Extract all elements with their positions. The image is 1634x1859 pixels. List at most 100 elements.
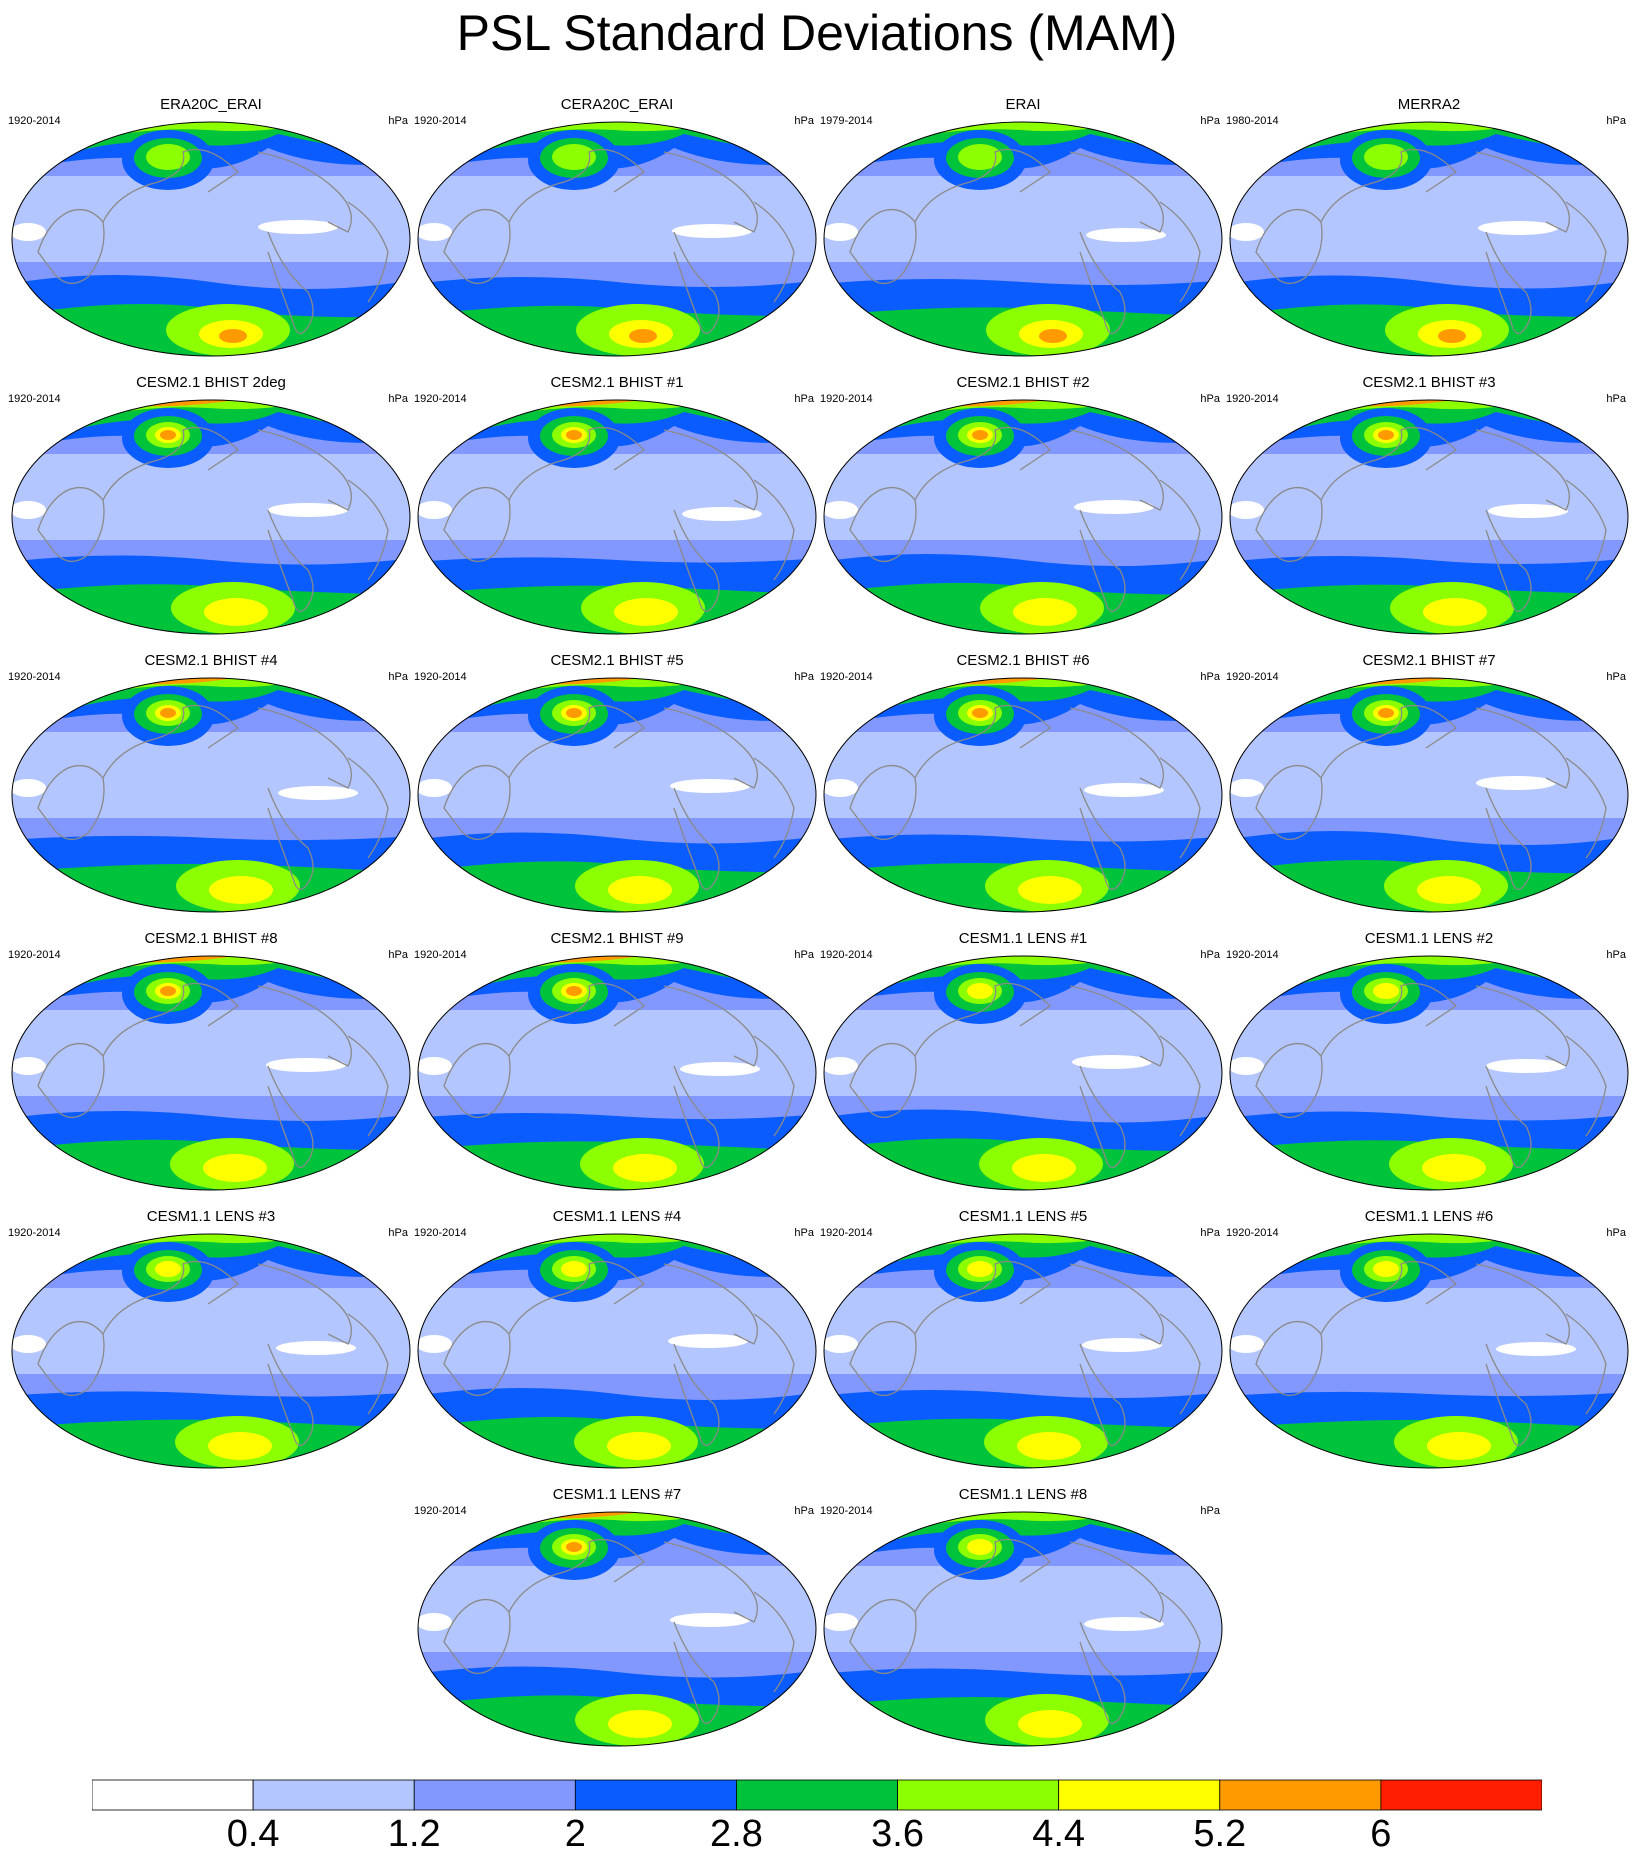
contour-fill [12, 678, 410, 912]
psl-map [11, 399, 411, 635]
contour-fill [1230, 678, 1628, 912]
coastline [102, 1260, 240, 1335]
panel-years: 1979-2014 [820, 115, 873, 127]
panel-units: hPa [1606, 671, 1626, 683]
panel-title: CESM2.1 BHIST #9 [550, 930, 684, 947]
contour-band [972, 708, 988, 718]
colorbar-tick-label: 5.2 [1193, 1813, 1247, 1855]
coastline [267, 509, 314, 612]
panel-years: 1920-2014 [8, 671, 61, 683]
contour-band [1018, 1710, 1082, 1738]
contour-band [418, 223, 452, 241]
coastline [663, 429, 758, 511]
colorbar-tick-label: 6 [1370, 1813, 1392, 1855]
contour-fill [1230, 400, 1628, 634]
panel-title: CESM1.1 LENS #1 [958, 930, 1088, 947]
panel-title: CESM2.1 BHIST #4 [144, 652, 278, 669]
contour-band [607, 1432, 671, 1460]
contour-band [1296, 956, 1526, 976]
coastline [1069, 429, 1164, 511]
contour-band [1378, 708, 1394, 718]
coastline [37, 486, 105, 562]
contour-band [1296, 678, 1526, 698]
contour-fill [418, 400, 816, 634]
coastline [257, 985, 352, 1067]
colorbar-tick-label: 4.4 [1032, 1813, 1086, 1855]
contour-band [484, 1234, 714, 1254]
contour-band [670, 779, 750, 793]
coastline [914, 426, 1052, 501]
coastline [443, 1598, 511, 1674]
contour-band [614, 598, 678, 626]
contour-band [1496, 1342, 1576, 1356]
contour-band [484, 122, 714, 142]
contour-band [1378, 430, 1394, 440]
map-panel: CESM2.1 BHIST #6 1920-2014 hPa [820, 652, 1226, 922]
panel-years: 1920-2014 [820, 949, 873, 961]
coastline [673, 509, 720, 612]
coastline [753, 479, 795, 581]
map-border [823, 955, 1223, 1191]
contour-band [824, 779, 858, 797]
map-panel: CESM2.1 BHIST 2deg 1920-2014 hPa [8, 374, 414, 644]
map-border [823, 1511, 1223, 1747]
coastline [443, 1320, 511, 1396]
colorbar-swatch [252, 1779, 415, 1811]
panel-title: CESM1.1 LENS #5 [958, 1208, 1088, 1225]
colorbar-tick-label: 2.8 [710, 1813, 763, 1855]
contour-band [552, 144, 596, 170]
coastline [663, 707, 758, 789]
coastline [1159, 201, 1201, 303]
contour-band [484, 400, 714, 420]
contour-band [1364, 144, 1408, 170]
map-panel: CESM1.1 LENS #2 1920-2014 hPa [1226, 930, 1632, 1200]
coastline [663, 1263, 758, 1345]
psl-map [417, 121, 817, 357]
contour-band [484, 956, 714, 976]
coastline [102, 426, 240, 501]
psl-map [1229, 677, 1629, 913]
contour-band [890, 122, 1120, 142]
contour-band [1296, 122, 1526, 142]
coastline [443, 764, 511, 840]
psl-map [11, 955, 411, 1191]
colorbar-swatch [1380, 1779, 1542, 1811]
colorbar-swatch [413, 1779, 576, 1811]
contour-band [566, 708, 582, 718]
panel-years: 1920-2014 [1226, 393, 1279, 405]
contour-band [258, 220, 338, 234]
contour-band [1427, 1432, 1491, 1460]
contour-band [958, 144, 1002, 170]
psl-map [1229, 121, 1629, 357]
panel-units: hPa [388, 393, 408, 405]
contour-band [1306, 678, 1426, 680]
contour-band [900, 678, 1020, 680]
map-border [1229, 955, 1629, 1191]
contour-band [672, 224, 752, 238]
contour-fill [418, 956, 816, 1190]
contour-band [268, 503, 348, 517]
psl-map [11, 677, 411, 913]
colorbar-swatch [1219, 1779, 1382, 1811]
map-border [11, 121, 411, 357]
panel-years: 1920-2014 [8, 115, 61, 127]
psl-map [823, 1511, 1223, 1747]
map-panel: ERA20C_ERAI 1920-2014 hPa [8, 96, 414, 366]
contour-band [1476, 776, 1556, 790]
panel-units: hPa [1200, 393, 1220, 405]
contour-band [278, 786, 358, 800]
coastline [1079, 509, 1126, 612]
coastline [1475, 707, 1570, 789]
panel-years: 1920-2014 [820, 1505, 873, 1517]
panel-title: CERA20C_ERAI [560, 96, 674, 113]
contour-band [1373, 983, 1399, 999]
contour-band [1072, 1055, 1152, 1069]
coastline [508, 1260, 646, 1335]
coastline [914, 148, 1052, 223]
contour-band [88, 678, 208, 680]
coastline [1079, 1621, 1126, 1724]
panel-years: 1920-2014 [1226, 671, 1279, 683]
coastline [1475, 151, 1570, 233]
map-border [823, 1233, 1223, 1469]
coastline [663, 985, 758, 1067]
